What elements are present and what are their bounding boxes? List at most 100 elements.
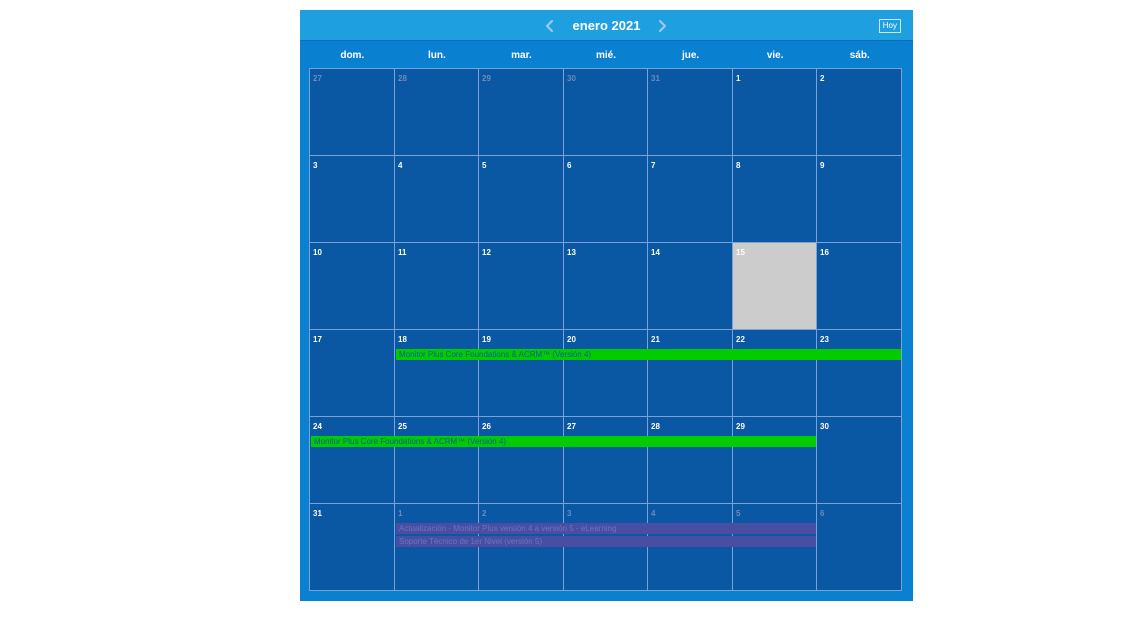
month-grid: 27 28 29 30 31 1 2 3 4 5 6 7 8 9 10 11 12 13 14 15 16 17 18 19 2… [309, 68, 902, 591]
day-number: 7 [651, 161, 656, 170]
calendar-header: enero 2021 Hoy [300, 10, 913, 41]
day-cell-today[interactable]: 15 [733, 243, 817, 330]
day-number: 16 [820, 248, 829, 257]
day-number: 14 [651, 248, 660, 257]
day-number: 6 [820, 509, 825, 518]
day-number: 4 [398, 161, 403, 170]
day-number: 8 [736, 161, 741, 170]
day-cell[interactable]: 7 [648, 156, 733, 243]
day-cell[interactable]: 1 [733, 69, 817, 156]
day-number: 29 [736, 422, 745, 431]
day-cell[interactable]: 28 [648, 417, 733, 504]
day-number: 23 [820, 335, 829, 344]
day-cell[interactable]: 27 [564, 417, 648, 504]
weekday-friday: vie. [766, 50, 784, 61]
weekday-sunday: dom. [340, 50, 365, 61]
day-cell[interactable]: 26 [479, 417, 564, 504]
day-number: 30 [820, 422, 829, 431]
day-cell[interactable]: 30 [817, 417, 902, 504]
weekday-header-row: dom. lun. mar. mié. jue. vie. sáb. [310, 48, 902, 68]
day-cell[interactable]: 24 [310, 417, 395, 504]
day-number: 3 [313, 161, 318, 170]
day-cell[interactable]: 13 [564, 243, 648, 330]
weekday-saturday: sáb. [849, 50, 870, 61]
day-cell[interactable]: 30 [564, 69, 648, 156]
weekday-thursday: jue. [681, 50, 700, 61]
day-cell[interactable]: 27 [310, 69, 395, 156]
day-cell[interactable]: 29 [733, 417, 817, 504]
weekday-tuesday: mar. [511, 50, 532, 61]
day-number: 31 [651, 74, 660, 83]
today-button[interactable]: Hoy [878, 19, 901, 33]
weekday-wednesday: mié. [596, 50, 617, 61]
day-cell[interactable]: 6 [817, 504, 902, 591]
day-cell[interactable]: 2 [479, 504, 564, 591]
day-number: 29 [482, 74, 491, 83]
day-cell[interactable]: 25 [395, 417, 479, 504]
day-number: 28 [398, 74, 407, 83]
day-cell[interactable]: 19 [479, 330, 564, 417]
day-number: 11 [398, 248, 407, 257]
day-cell[interactable]: 20 [564, 330, 648, 417]
event-bar[interactable]: Actualización - Monitor Plus versión 4 a… [396, 523, 816, 534]
day-cell[interactable]: 29 [479, 69, 564, 156]
day-cell[interactable]: 1 [395, 504, 479, 591]
day-cell[interactable]: 18 [395, 330, 479, 417]
day-number: 1 [736, 74, 741, 83]
day-cell[interactable]: 3 [564, 504, 648, 591]
day-number: 25 [398, 422, 407, 431]
day-cell[interactable]: 31 [648, 69, 733, 156]
day-cell[interactable]: 3 [310, 156, 395, 243]
day-number: 10 [313, 248, 322, 257]
day-number: 26 [482, 422, 491, 431]
event-bar[interactable]: Monitor Plus Core Foundations & ACRM™ (V… [311, 436, 816, 447]
day-number: 19 [482, 335, 491, 344]
day-cell[interactable]: 22 [733, 330, 817, 417]
day-number: 24 [313, 422, 322, 431]
day-number: 20 [567, 335, 576, 344]
day-number: 27 [567, 422, 576, 431]
day-number: 28 [651, 422, 660, 431]
prev-month-button[interactable] [540, 16, 560, 36]
day-cell[interactable]: 9 [817, 156, 902, 243]
event-bar[interactable]: Monitor Plus Core Foundations & ACRM™ (V… [396, 349, 901, 360]
chevron-right-icon [658, 19, 667, 33]
day-number: 12 [482, 248, 491, 257]
day-cell[interactable]: 11 [395, 243, 479, 330]
day-cell[interactable]: 17 [310, 330, 395, 417]
weekday-monday: lun. [427, 50, 446, 61]
day-number: 21 [651, 335, 660, 344]
day-cell[interactable]: 10 [310, 243, 395, 330]
month-title: enero 2021 [572, 18, 641, 33]
next-month-button[interactable] [652, 16, 672, 36]
day-cell[interactable]: 14 [648, 243, 733, 330]
day-number: 15 [736, 248, 745, 257]
day-number: 13 [567, 248, 576, 257]
day-cell[interactable]: 21 [648, 330, 733, 417]
day-number: 1 [398, 509, 403, 518]
day-number: 3 [567, 509, 572, 518]
day-cell[interactable]: 6 [564, 156, 648, 243]
day-number: 31 [313, 509, 322, 518]
day-number: 5 [482, 161, 487, 170]
day-number: 6 [567, 161, 572, 170]
chevron-left-icon [545, 19, 554, 33]
day-cell[interactable]: 12 [479, 243, 564, 330]
day-number: 22 [736, 335, 745, 344]
day-number: 18 [398, 335, 407, 344]
day-number: 2 [482, 509, 487, 518]
day-cell[interactable]: 4 [395, 156, 479, 243]
day-cell[interactable]: 23 [817, 330, 902, 417]
day-cell[interactable]: 5 [733, 504, 817, 591]
day-number: 4 [651, 509, 656, 518]
day-number: 9 [820, 161, 825, 170]
event-bar[interactable]: Soporte Técnico de 1er Nivel (versión 5) [396, 536, 816, 547]
day-cell[interactable]: 8 [733, 156, 817, 243]
day-cell[interactable]: 31 [310, 504, 395, 591]
day-number: 30 [567, 74, 576, 83]
day-cell[interactable]: 5 [479, 156, 564, 243]
day-cell[interactable]: 28 [395, 69, 479, 156]
day-cell[interactable]: 16 [817, 243, 902, 330]
day-cell[interactable]: 2 [817, 69, 902, 156]
day-cell[interactable]: 4 [648, 504, 733, 591]
